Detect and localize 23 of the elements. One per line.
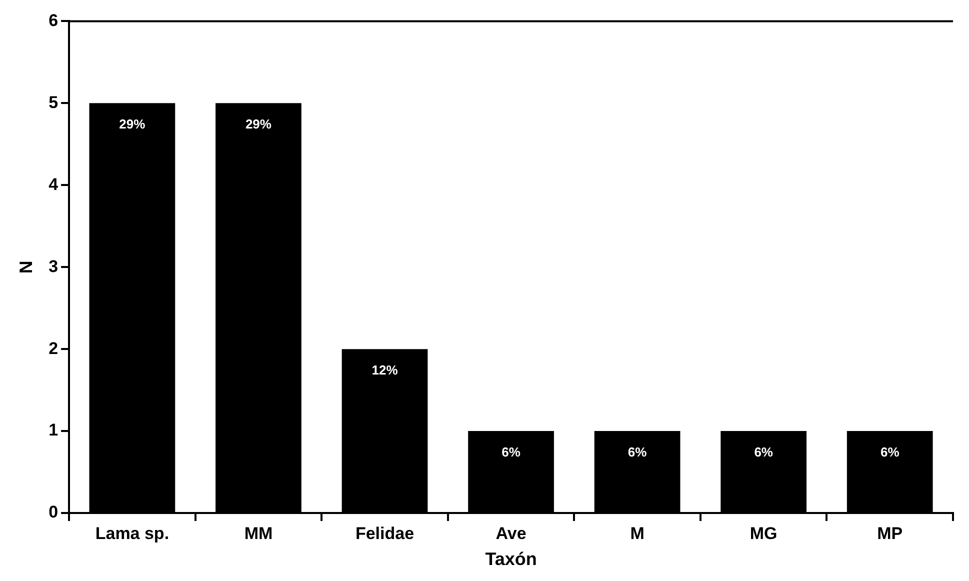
y-tick-label: 5 (48, 92, 58, 112)
annotation: 29% (245, 116, 272, 132)
annotation: 6% (880, 444, 900, 460)
annotation: 6% (628, 444, 648, 460)
x-tick-label: M (630, 524, 644, 543)
y-tick-label: 1 (48, 420, 58, 440)
y-tick-label: 2 (48, 338, 58, 358)
annotation: 6% (502, 444, 521, 460)
x-tick-label: Lama sp. (95, 524, 170, 543)
x-tick-label: MP (877, 524, 903, 543)
x-tick-label: MM (244, 524, 273, 543)
x-tick-label: Felidae (355, 524, 414, 543)
x-tick-label: MG (750, 524, 778, 543)
x-axis-title: Taxón (485, 549, 537, 570)
y-tick-label: 3 (48, 256, 58, 276)
y-tick-label: 0 (48, 502, 58, 522)
annotation: 6% (754, 444, 774, 460)
annotation: 12% (372, 362, 398, 378)
y-axis-title: N (16, 260, 36, 274)
y-tick-label: 4 (48, 174, 59, 194)
x-tick-label: Ave (496, 524, 526, 543)
annotation: 29% (119, 116, 146, 132)
y-tick-label: 6 (48, 10, 58, 30)
